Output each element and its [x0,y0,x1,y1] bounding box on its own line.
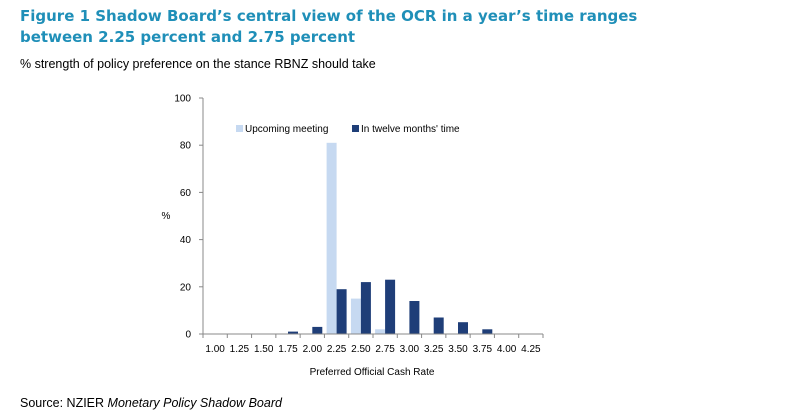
series-upcoming-bars [326,142,386,334]
x-tick-label: 1.00 [205,344,225,355]
x-tick-label: 3.75 [473,344,493,355]
legend-label-upcoming: Upcoming meeting [245,124,328,135]
bar-twelve-months-3.00 [409,301,420,334]
legend-label-twelve-months: In twelve months' time [361,124,460,135]
x-tick-label: 4.25 [521,344,541,355]
x-tick-label: 4.00 [497,344,517,355]
bar-twelve-months-2.25 [336,289,347,334]
x-axis-ticks: 1.00 1.25 1.50 1.75 2.00 2.25 2.50 2.75 3.00 3.25… [202,334,544,355]
y-tick-label: 60 [180,188,192,199]
y-axis-ticks: 0 20 40 60 80 100 [174,94,203,341]
figure-subtitle: % strength of policy preference on the s… [20,57,376,71]
bar-twelve-months-2.00 [312,326,323,334]
bar-twelve-months-2.50 [360,282,371,334]
bar-chart: 0 20 40 60 80 100 1.00 1.25 1.50 1.75 2.00 2.25 2.5… [162,94,544,378]
x-tick-label: 2.50 [351,344,371,355]
legend-swatch-twelve-months [352,125,359,132]
x-tick-label: 3.25 [424,344,444,355]
x-tick-label: 1.50 [254,344,274,355]
bar-twelve-months-1.75 [288,331,298,334]
x-axis-label: Preferred Official Cash Rate [310,367,435,378]
bar-twelve-months-3.75 [482,329,493,334]
y-axis-label: % [162,211,171,222]
x-tick-label: 2.00 [303,344,323,355]
source-publication: Monetary Policy Shadow Board [107,396,282,410]
bar-twelve-months-2.75 [385,279,396,334]
y-tick-label: 0 [185,330,191,341]
y-tick-label: 20 [180,282,192,293]
x-tick-label: 3.50 [448,344,468,355]
legend-swatch-upcoming [236,125,243,132]
bar-upcoming-2.50 [350,298,361,334]
y-tick-label: 80 [180,141,192,152]
bar-twelve-months-3.25 [433,317,444,334]
bar-upcoming-2.25 [326,142,337,334]
bar-upcoming-2.75 [375,329,386,334]
figure-source: Source: NZIER Monetary Policy Shadow Boa… [20,396,282,410]
x-tick-label: 2.25 [327,344,347,355]
x-tick-label: 2.75 [375,344,395,355]
bar-twelve-months-3.50 [458,322,468,334]
x-tick-label: 1.25 [230,344,250,355]
y-tick-label: 40 [180,235,192,246]
figure-title: Figure 1 Shadow Board’s central view of … [20,7,638,46]
x-tick-label: 3.00 [400,344,420,355]
source-prefix: Source: NZIER [20,396,108,410]
x-tick-label: 1.75 [278,344,298,355]
y-tick-label: 100 [174,94,191,105]
series-twelve-months-bars [288,279,493,334]
chart-legend: Upcoming meeting In twelve months' time [236,124,460,135]
